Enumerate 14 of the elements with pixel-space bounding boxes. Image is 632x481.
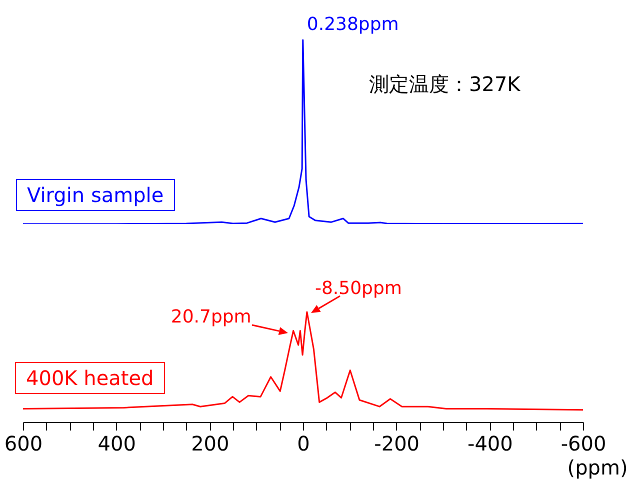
x-tick-label: -400: [467, 432, 513, 456]
x-tick-label: 400: [98, 432, 136, 456]
annotation: 20.7ppm: [170, 306, 252, 328]
label-frame: Virgin sample: [16, 179, 175, 211]
label-frame: 400K heated: [15, 362, 165, 394]
annotation: 0.238ppm: [306, 14, 399, 35]
x-tick-label: -200: [374, 432, 420, 456]
x-axis-title: (ppm): [567, 456, 628, 480]
x-tick-label: 0: [297, 432, 310, 456]
x-tick-label: 600: [4, 432, 43, 456]
annotation: 測定温度：327K: [369, 72, 522, 96]
x-tick-label: -600: [560, 432, 606, 456]
x-tick-label: 200: [191, 432, 230, 456]
annotation: -8.50ppm: [314, 278, 402, 299]
